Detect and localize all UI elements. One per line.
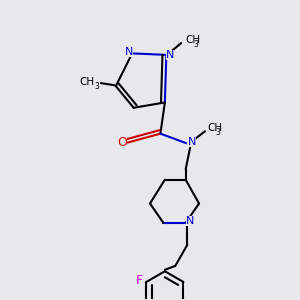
Text: CH: CH — [207, 123, 222, 133]
Text: 3: 3 — [215, 128, 220, 137]
Text: N: N — [124, 47, 133, 57]
Text: N: N — [186, 216, 194, 226]
Text: 3: 3 — [94, 82, 99, 91]
Text: CH: CH — [79, 76, 94, 87]
Text: 3: 3 — [194, 40, 198, 49]
Text: O: O — [117, 136, 127, 149]
Text: CH: CH — [185, 35, 200, 45]
Text: N: N — [166, 50, 174, 60]
Text: F: F — [136, 274, 143, 287]
Text: N: N — [188, 137, 196, 147]
